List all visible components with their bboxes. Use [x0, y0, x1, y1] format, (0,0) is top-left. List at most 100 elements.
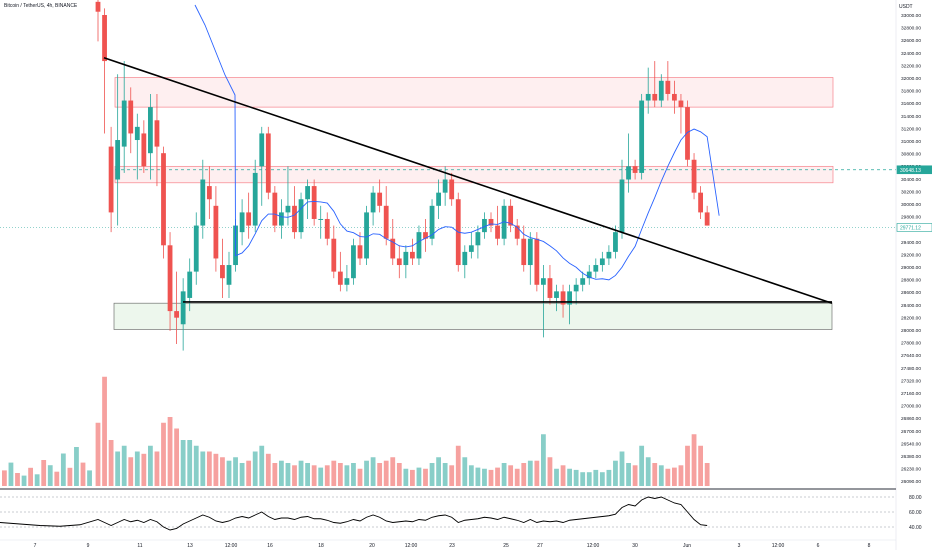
price-tick-label: 27800.00	[901, 341, 921, 347]
time-axis: 7 9 11 13 12:00 16 18 20 12:00 23 25 27 12:00 30 Jun 3 1…	[0, 539, 896, 549]
price-tick-label: 27320.00	[901, 378, 921, 384]
candle	[121, 100, 127, 147]
candle	[200, 179, 206, 226]
candle	[220, 265, 225, 279]
candle	[193, 225, 199, 272]
volume-bar	[357, 468, 363, 486]
moving-average	[194, 4, 720, 281]
candle	[377, 192, 383, 206]
volume-bar	[331, 460, 337, 486]
candle	[704, 212, 710, 226]
volume-bar	[180, 440, 186, 486]
volume-bar	[292, 465, 297, 486]
volume-bar	[337, 463, 343, 486]
candle	[541, 278, 546, 285]
price-tags: 30648.13 29771.12	[896, 165, 932, 232]
rsi-line	[0, 496, 708, 531]
volume-bar	[410, 469, 415, 486]
candle	[501, 205, 507, 239]
rsi-level-label: 60.00	[909, 510, 922, 516]
candle	[462, 251, 468, 266]
volume-bar	[213, 453, 219, 486]
candle	[514, 225, 520, 239]
candle	[305, 186, 310, 200]
candle	[639, 100, 645, 173]
candle	[351, 245, 356, 279]
rsi-level-label: 80.00	[909, 495, 922, 501]
time-tick-label: 9	[87, 543, 90, 549]
candle	[665, 80, 671, 94]
volume-bar	[206, 451, 212, 486]
volume-bar	[658, 465, 664, 486]
candle	[285, 205, 291, 213]
volume-bar	[495, 467, 500, 486]
price-tick-label: 29400.00	[901, 240, 921, 246]
candle	[213, 205, 219, 259]
volume-bar	[599, 472, 605, 486]
volume-bar	[351, 463, 356, 486]
volume-bar	[645, 457, 651, 486]
price-tick-label: 30000.00	[901, 202, 921, 208]
price-axis: 33000.00 32800.00 32600.00 32400.00 32200.00…	[895, 0, 921, 550]
candle	[403, 251, 409, 266]
candle	[593, 265, 599, 272]
price-tick-label: 30400.00	[901, 177, 921, 183]
time-tick-label: 20	[369, 543, 375, 549]
candle	[685, 107, 690, 160]
candle	[567, 291, 572, 305]
volume-bar	[121, 445, 127, 486]
volume-bar	[272, 463, 278, 486]
volume-bar	[141, 453, 147, 486]
time-tick-label: 8	[868, 543, 871, 549]
candle	[652, 93, 658, 101]
resistance-tag	[896, 165, 932, 175]
price-tick-label: 32000.00	[901, 76, 921, 82]
volume-bar	[521, 463, 527, 486]
time-tick-label: 12:00	[587, 543, 600, 549]
volume-bar	[455, 445, 461, 486]
volume-bar	[134, 451, 140, 486]
candle	[265, 133, 271, 193]
candle	[311, 186, 317, 219]
candle	[488, 218, 494, 226]
volume-bar	[102, 376, 107, 486]
candle	[206, 186, 212, 200]
candle	[613, 232, 618, 252]
candle	[599, 258, 605, 266]
candle	[482, 218, 487, 233]
volume-bar	[632, 465, 638, 486]
volume-bar	[285, 463, 291, 486]
candle	[187, 271, 193, 298]
volume-bar	[613, 460, 618, 486]
time-tick-label: 18	[318, 543, 324, 549]
volume-bar	[652, 463, 658, 486]
candle	[102, 15, 107, 62]
price-tick-label: 29000.00	[901, 265, 921, 271]
price-tick-label: 32200.00	[901, 63, 921, 69]
volume-bar	[28, 467, 33, 486]
price-tick-label: 27000.00	[901, 404, 921, 410]
currency-label: USDT	[899, 4, 913, 10]
candle	[337, 271, 343, 285]
candle	[416, 232, 422, 259]
volume-bar	[41, 460, 47, 486]
candle	[672, 93, 677, 101]
volume-bar	[390, 457, 396, 486]
candle	[174, 311, 179, 318]
volume-bar	[488, 469, 494, 486]
time-tick-label: 13	[187, 543, 193, 549]
volume-bar	[364, 460, 369, 486]
price-tick-label: 27640.00	[901, 353, 921, 359]
volume-bar	[691, 434, 697, 486]
candle	[252, 172, 258, 226]
price-tick-label: 28200.00	[901, 315, 921, 321]
candle	[429, 205, 435, 239]
price-tick-label: 30800.00	[901, 152, 921, 158]
candle	[586, 271, 592, 279]
volume-bar	[233, 457, 238, 486]
candle	[606, 251, 612, 259]
price-tick-label: 27480.00	[901, 366, 921, 372]
volume-bar	[193, 445, 199, 486]
candle	[645, 93, 651, 101]
